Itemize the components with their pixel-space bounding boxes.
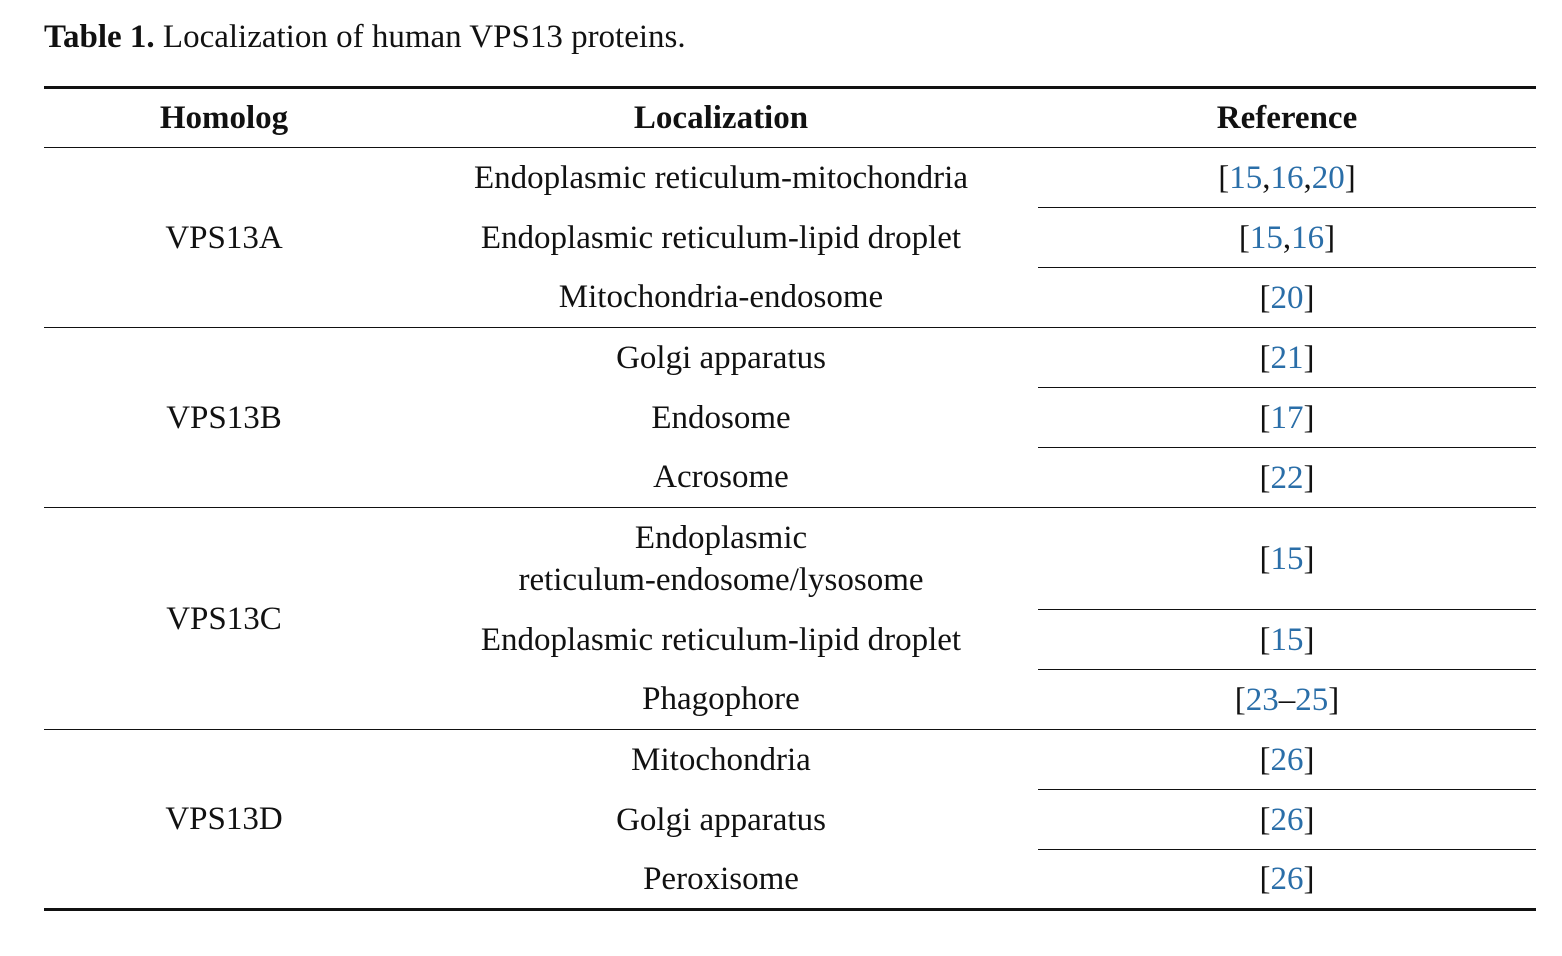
citation-link[interactable]: 26 bbox=[1270, 741, 1304, 778]
citation-link[interactable]: 26 bbox=[1270, 861, 1304, 897]
localization-cell: Phagophore bbox=[404, 669, 1038, 730]
localization-cell: Endoplasmic reticulum-lipid droplet bbox=[480, 219, 962, 256]
localization-cell: Peroxisome bbox=[404, 849, 1038, 911]
localization-line: reticulum-endosome/lysosome bbox=[518, 561, 924, 598]
homolog-cell: VPS13C bbox=[44, 507, 404, 730]
localization-line: Endoplasmic bbox=[634, 519, 808, 556]
table-row: Phagophore [23–25] bbox=[44, 669, 1536, 730]
header-reference: Reference bbox=[1038, 86, 1536, 148]
homolog-cell: VPS13A bbox=[44, 147, 404, 328]
caption-text: Localization of human VPS13 proteins. bbox=[162, 19, 686, 55]
citation-link[interactable]: 25 bbox=[1295, 681, 1329, 718]
reference-cell: [26] bbox=[1038, 729, 1536, 790]
reference-cell: [17] bbox=[1038, 387, 1536, 448]
citation-link[interactable]: 15 bbox=[1270, 621, 1304, 658]
table-caption: Table 1. Localization of human VPS13 pro… bbox=[44, 14, 686, 60]
caption-label: Table 1. bbox=[44, 19, 155, 55]
citation-link[interactable]: 16 bbox=[1291, 219, 1325, 256]
ref-separator: , bbox=[1282, 219, 1292, 256]
localization-cell: Mitochondria bbox=[631, 741, 811, 778]
citation-link[interactable]: 15 bbox=[1229, 159, 1263, 196]
homolog-cell: VPS13D bbox=[44, 729, 404, 911]
table-row: VPS13B Golgi apparatus [21] bbox=[44, 327, 1536, 508]
reference-cell: [15] bbox=[1038, 507, 1536, 610]
reference-cell: [20] bbox=[1038, 267, 1536, 328]
header-homolog: Homolog bbox=[44, 86, 404, 148]
reference-cell: [26] bbox=[1038, 789, 1536, 850]
table-row: VPS13A Endoplasmic reticulum-mitochondri… bbox=[44, 147, 1536, 328]
citation-link[interactable]: 22 bbox=[1270, 459, 1304, 496]
localization-cell: Endoplasmic reticulum-lipid droplet bbox=[480, 621, 962, 658]
localization-cell: Golgi apparatus bbox=[616, 801, 826, 838]
citation-link[interactable]: 16 bbox=[1270, 159, 1304, 196]
table-row: Peroxisome [26] bbox=[44, 849, 1536, 911]
localization-cell: Endosome bbox=[651, 399, 791, 436]
localization-cell: Mitochondria-endosome bbox=[404, 267, 1038, 328]
table-row: Mitochondria-endosome [20] bbox=[44, 267, 1536, 328]
citation-link[interactable]: 20 bbox=[1270, 279, 1304, 316]
ref-separator: , bbox=[1303, 159, 1312, 196]
reference-cell: [22] bbox=[1038, 447, 1536, 508]
localization-table: Homolog Localization Reference VPS13A En… bbox=[44, 86, 1536, 911]
citation-link[interactable]: 26 bbox=[1270, 801, 1304, 838]
citation-link[interactable]: 15 bbox=[1270, 540, 1304, 577]
localization-cell: Endoplasmic reticulum-mitochondria bbox=[474, 159, 968, 196]
citation-link[interactable]: 17 bbox=[1270, 399, 1304, 436]
citation-link[interactable]: 21 bbox=[1270, 339, 1304, 376]
reference-cell: [15,16,20] bbox=[1038, 147, 1536, 208]
table-row: Acrosome [22] bbox=[44, 447, 1536, 508]
ref-range-dash: – bbox=[1278, 681, 1296, 718]
localization-cell: Golgi apparatus bbox=[616, 339, 826, 376]
table-header-row: Homolog Localization Reference bbox=[44, 86, 1536, 148]
localization-cell: Acrosome bbox=[404, 447, 1038, 508]
reference-cell: [15,16] bbox=[1038, 207, 1536, 268]
header-localization: Localization bbox=[404, 86, 1038, 148]
reference-cell: [26] bbox=[1038, 849, 1536, 911]
homolog-cell: VPS13B bbox=[44, 327, 404, 508]
citation-link[interactable]: 15 bbox=[1249, 219, 1283, 256]
table-row: Endoplasmic reticulum-lipid droplet [15,… bbox=[44, 207, 1536, 268]
ref-separator: , bbox=[1262, 159, 1271, 196]
table-row: Endosome [17] bbox=[44, 387, 1536, 448]
table-row: Endoplasmic reticulum-lipid droplet [15] bbox=[44, 609, 1536, 670]
reference-cell: [15] bbox=[1038, 609, 1536, 670]
table-row: Golgi apparatus [26] bbox=[44, 789, 1536, 850]
localization-cell: Endoplasmic reticulum-endosome/lysosome bbox=[404, 508, 1038, 610]
citation-link[interactable]: 20 bbox=[1311, 159, 1345, 196]
citation-link[interactable]: 23 bbox=[1245, 681, 1279, 718]
table-row: VPS13D Mitochondria [26] bbox=[44, 729, 1536, 911]
reference-cell: [23–25] bbox=[1038, 669, 1536, 730]
table-row: VPS13C Endoplasmic reticulum-endosome/ly… bbox=[44, 507, 1536, 730]
reference-cell: [21] bbox=[1038, 327, 1536, 388]
